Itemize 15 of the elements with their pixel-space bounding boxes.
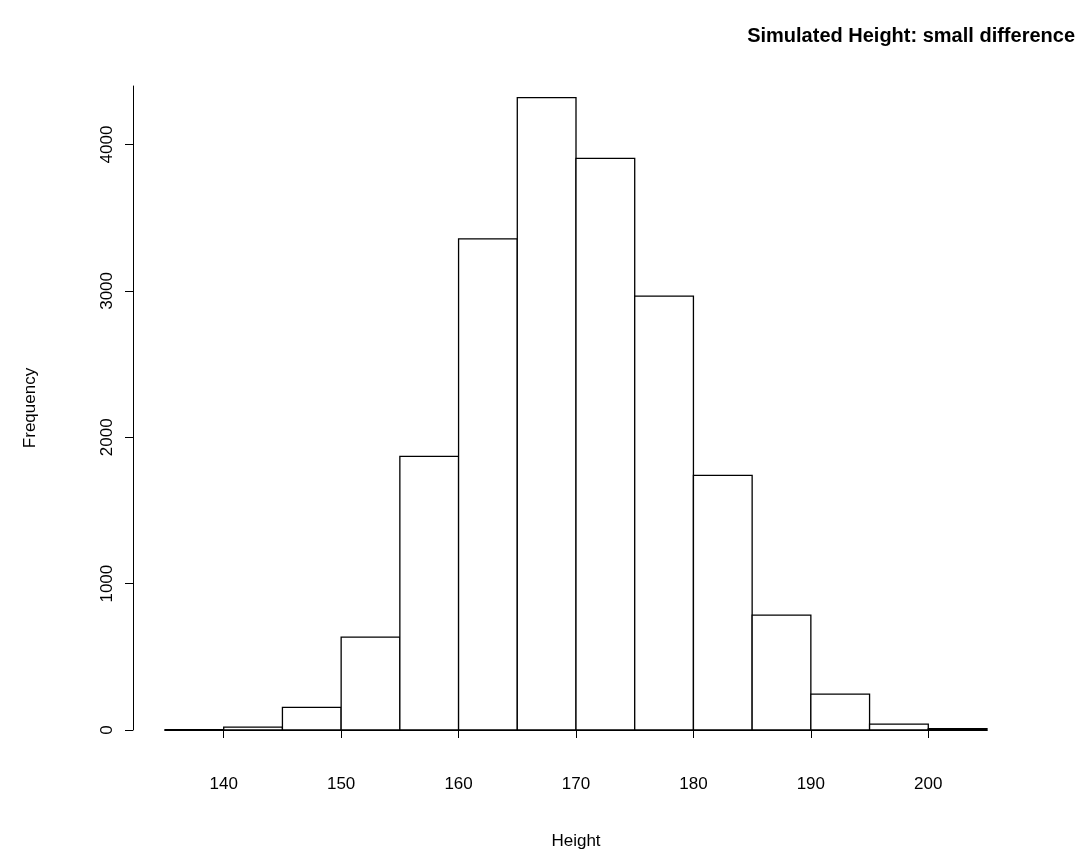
x-tick-label: 150 [326, 774, 356, 793]
x-tick-label: 170 [561, 774, 591, 793]
y-tick-label: 4000 [97, 125, 116, 164]
y-tick-label: 3000 [97, 272, 116, 310]
chart-title: Simulated Height: small difference [747, 24, 1076, 46]
x-tick-label: 200 [914, 774, 943, 793]
x-tick-label: 160 [444, 774, 473, 793]
y-tick-label: 1000 [97, 564, 116, 603]
x-tick-label: 190 [796, 774, 826, 793]
x-axis-title: Height [551, 831, 601, 850]
x-tick-label: 180 [679, 774, 708, 793]
x-tick-label: 140 [209, 774, 238, 793]
y-axis-title: Frequency [20, 367, 39, 449]
y-tick-label: 2000 [97, 418, 116, 457]
y-tick-label: 0 [97, 725, 116, 735]
